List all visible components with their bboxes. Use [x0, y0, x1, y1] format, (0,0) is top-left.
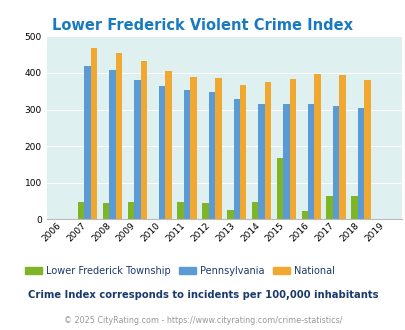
Text: © 2025 CityRating.com - https://www.cityrating.com/crime-statistics/: © 2025 CityRating.com - https://www.city…: [64, 316, 341, 325]
Bar: [127, 202, 134, 219]
Bar: [183, 90, 190, 219]
Bar: [134, 80, 140, 219]
Bar: [190, 77, 196, 219]
Bar: [115, 53, 122, 219]
Bar: [332, 106, 339, 219]
Bar: [326, 196, 332, 219]
Bar: [140, 61, 147, 219]
Bar: [357, 108, 363, 219]
Bar: [301, 211, 307, 219]
Bar: [78, 202, 84, 219]
Bar: [226, 210, 233, 219]
Bar: [202, 203, 208, 219]
Legend: Lower Frederick Township, Pennsylvania, National: Lower Frederick Township, Pennsylvania, …: [21, 262, 338, 280]
Bar: [102, 203, 109, 219]
Bar: [264, 82, 271, 219]
Bar: [283, 104, 289, 219]
Bar: [208, 92, 215, 219]
Text: Crime Index corresponds to incidents per 100,000 inhabitants: Crime Index corresponds to incidents per…: [28, 290, 377, 300]
Bar: [307, 104, 314, 219]
Bar: [339, 75, 345, 219]
Bar: [84, 66, 91, 219]
Bar: [258, 104, 264, 219]
Bar: [215, 78, 221, 219]
Bar: [314, 74, 320, 219]
Bar: [109, 70, 115, 219]
Bar: [233, 99, 239, 219]
Bar: [350, 196, 357, 219]
Bar: [276, 158, 283, 219]
Text: Lower Frederick Violent Crime Index: Lower Frederick Violent Crime Index: [52, 18, 353, 33]
Bar: [165, 71, 171, 219]
Bar: [239, 85, 246, 219]
Bar: [91, 49, 97, 219]
Bar: [363, 80, 370, 219]
Bar: [159, 86, 165, 219]
Bar: [289, 79, 295, 219]
Bar: [251, 202, 258, 219]
Bar: [177, 202, 183, 219]
